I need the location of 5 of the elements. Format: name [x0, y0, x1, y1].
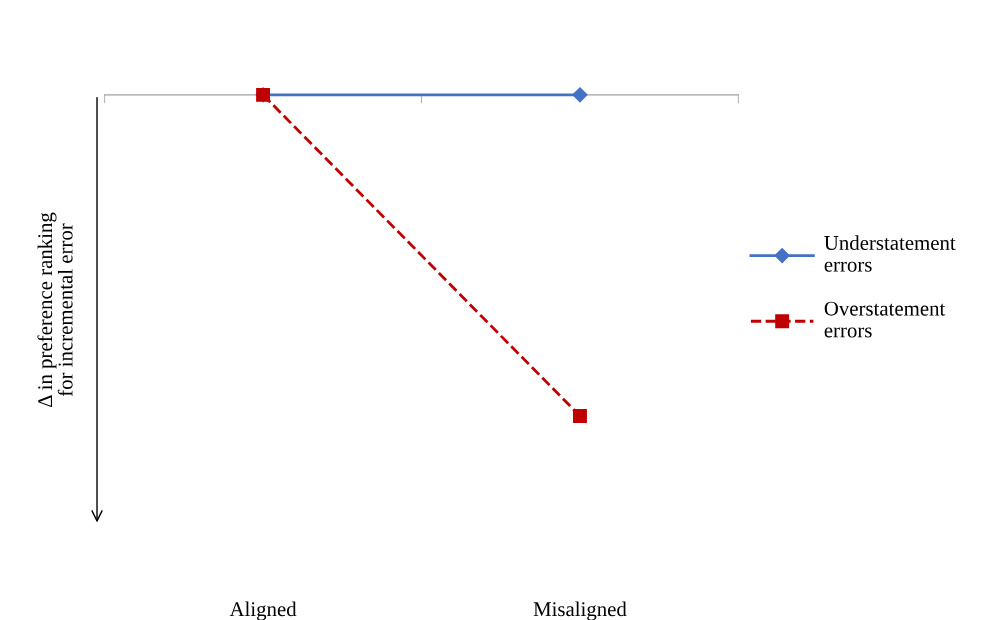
legend-label: Understatement errors: [824, 235, 956, 272]
y-axis-title: Δ in preference ranking for incremental error: [37, 212, 73, 408]
x-tick-label: Misaligned: [533, 601, 627, 620]
x-tick-label: Aligned: [229, 601, 297, 620]
legend-label: Overstatement errors: [824, 301, 946, 338]
